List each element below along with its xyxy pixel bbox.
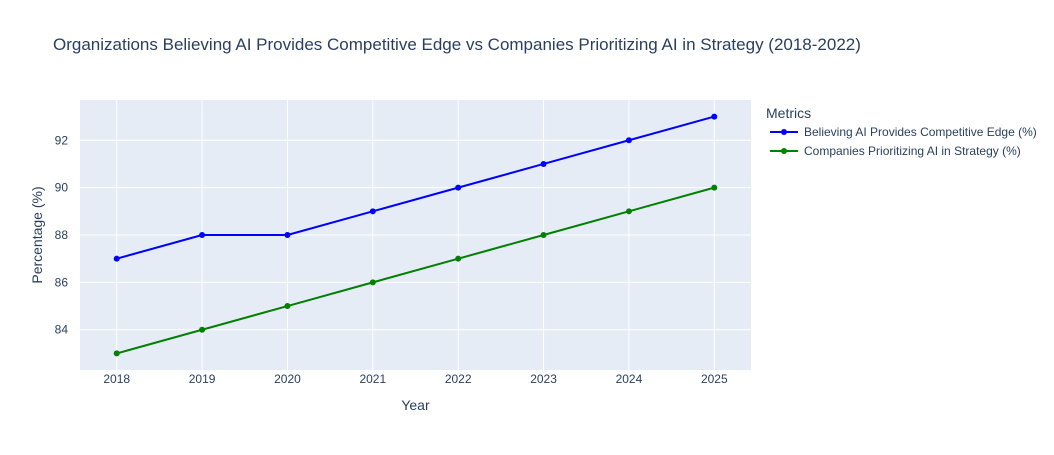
y-tick-labels: 84 86 88 90 92: [55, 133, 69, 336]
data-point: [540, 232, 547, 238]
legend-swatch-marker: [781, 129, 787, 135]
x-axis-title: Year: [401, 397, 430, 413]
data-point: [711, 184, 718, 191]
y-gridlines: [80, 139, 751, 331]
legend: Metrics Believing AI Provides Competitiv…: [766, 105, 1037, 158]
data-point: [199, 326, 206, 333]
series-2: [113, 184, 718, 357]
data-point: [284, 303, 291, 310]
data-point: [113, 255, 120, 262]
series-layer: [113, 113, 718, 357]
x-tick-label: 2024: [616, 372, 643, 386]
x-tick-label: 2023: [530, 372, 557, 386]
x-tick-label: 2020: [274, 372, 301, 386]
data-point: [369, 279, 376, 286]
legend-title: Metrics: [766, 105, 811, 121]
x-tick-label: 2018: [103, 372, 130, 386]
legend-item: Believing AI Provides Competitive Edge (…: [770, 125, 1037, 139]
data-point: [199, 232, 206, 238]
x-tick-label: 2019: [189, 372, 216, 386]
y-tick-label: 90: [55, 181, 69, 195]
x-tick-label: 2021: [359, 372, 386, 386]
data-point: [369, 208, 376, 215]
y-tick-label: 92: [55, 133, 69, 147]
data-point: [625, 137, 632, 144]
data-point: [711, 113, 718, 120]
series-line: [116, 115, 715, 260]
data-point: [455, 255, 462, 262]
data-point: [540, 160, 547, 167]
legend-swatch-marker: [781, 148, 787, 154]
y-axis-title: Percentage (%): [29, 186, 45, 283]
data-point: [113, 350, 120, 357]
data-point: [284, 232, 291, 238]
series-1: [113, 113, 718, 262]
y-tick-label: 86: [55, 275, 69, 289]
y-tick-label: 84: [55, 323, 69, 337]
chart-title: Organizations Believing AI Provides Comp…: [53, 35, 861, 54]
y-tick-label: 88: [55, 228, 69, 242]
data-point: [625, 208, 632, 215]
x-tick-label: 2025: [701, 372, 728, 386]
series-line: [116, 186, 715, 355]
data-point: [455, 184, 462, 191]
x-tick-labels: 2018 2019 2020 2021 2022 2023 2024 2025: [103, 372, 728, 386]
legend-label: Companies Prioritizing AI in Strategy (%…: [804, 144, 1021, 158]
x-tick-label: 2022: [445, 372, 472, 386]
legend-item: Companies Prioritizing AI in Strategy (%…: [770, 144, 1021, 158]
legend-label: Believing AI Provides Competitive Edge (…: [804, 125, 1037, 139]
